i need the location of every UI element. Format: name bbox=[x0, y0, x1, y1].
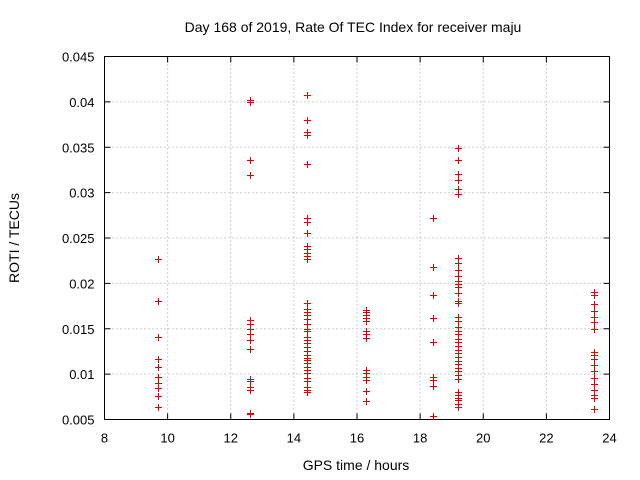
x-tick-label: 10 bbox=[160, 431, 174, 446]
data-point bbox=[591, 301, 598, 308]
y-tick-label: 0.025 bbox=[62, 231, 95, 246]
data-point bbox=[455, 284, 462, 291]
data-point bbox=[155, 256, 162, 263]
data-point bbox=[155, 364, 162, 371]
data-point bbox=[247, 411, 254, 418]
x-tick-label: 16 bbox=[350, 431, 364, 446]
data-point bbox=[430, 413, 437, 420]
data-point bbox=[430, 383, 437, 390]
data-point bbox=[363, 318, 370, 325]
data-point bbox=[430, 264, 437, 271]
data-point bbox=[363, 377, 370, 384]
x-tick-label: 14 bbox=[287, 431, 301, 446]
data-point bbox=[591, 375, 598, 382]
data-point bbox=[304, 132, 311, 139]
data-point bbox=[155, 385, 162, 392]
data-point bbox=[591, 292, 598, 299]
data-point bbox=[304, 378, 311, 385]
data-point bbox=[430, 339, 437, 346]
data-point bbox=[304, 117, 311, 124]
data-point bbox=[304, 389, 311, 396]
data-point bbox=[304, 256, 311, 263]
data-point bbox=[304, 230, 311, 237]
x-tick-label: 24 bbox=[602, 431, 616, 446]
data-point bbox=[155, 404, 162, 411]
axis-ticks bbox=[104, 56, 610, 420]
y-axis-title: ROTI / TECUs bbox=[6, 193, 22, 283]
data-point bbox=[591, 406, 598, 413]
data-point bbox=[455, 404, 462, 411]
data-point bbox=[455, 260, 462, 267]
data-points bbox=[155, 92, 598, 420]
data-point bbox=[455, 318, 462, 325]
data-point bbox=[247, 172, 254, 179]
data-point bbox=[247, 337, 254, 344]
y-tick-label: 0.04 bbox=[69, 95, 94, 110]
data-point bbox=[304, 92, 311, 99]
chart-title: Day 168 of 2019, Rate Of TEC Index for r… bbox=[185, 19, 522, 35]
y-tick-label: 0.035 bbox=[62, 140, 95, 155]
data-point bbox=[430, 377, 437, 384]
data-point bbox=[363, 398, 370, 405]
data-point bbox=[591, 381, 598, 388]
data-point bbox=[591, 308, 598, 315]
data-point bbox=[247, 378, 254, 385]
data-point bbox=[304, 161, 311, 168]
x-tick-label: 22 bbox=[539, 431, 553, 446]
data-point bbox=[455, 177, 462, 184]
data-point bbox=[155, 374, 162, 381]
data-point bbox=[247, 331, 254, 338]
data-point bbox=[455, 376, 462, 383]
data-point bbox=[304, 300, 311, 307]
x-tick-label: 20 bbox=[476, 431, 490, 446]
data-point bbox=[591, 326, 598, 333]
x-tick-label: 8 bbox=[101, 431, 108, 446]
x-axis-title: GPS time / hours bbox=[303, 457, 410, 473]
data-point bbox=[455, 290, 462, 297]
data-point bbox=[455, 157, 462, 164]
x-tick-label: 18 bbox=[413, 431, 427, 446]
data-point bbox=[591, 356, 598, 363]
x-axis-tick-labels: 8 10 12 14 16 18 20 22 24 bbox=[101, 431, 617, 446]
data-point bbox=[430, 315, 437, 322]
data-point bbox=[304, 219, 311, 226]
data-point bbox=[591, 368, 598, 375]
grid bbox=[104, 56, 610, 420]
y-tick-label: 0.03 bbox=[69, 186, 94, 201]
data-point bbox=[455, 171, 462, 178]
data-point bbox=[247, 99, 254, 106]
y-tick-label: 0.02 bbox=[69, 276, 94, 291]
y-tick-label: 0.005 bbox=[62, 413, 95, 428]
data-point bbox=[363, 388, 370, 395]
data-point bbox=[247, 387, 254, 394]
data-point bbox=[155, 393, 162, 400]
y-tick-label: 0.015 bbox=[62, 322, 95, 337]
data-point bbox=[304, 328, 311, 335]
data-point bbox=[155, 356, 162, 363]
data-point bbox=[430, 215, 437, 222]
x-tick-label: 12 bbox=[224, 431, 238, 446]
data-point bbox=[591, 319, 598, 326]
data-point bbox=[455, 145, 462, 152]
data-point bbox=[155, 334, 162, 341]
data-point bbox=[455, 300, 462, 307]
data-point bbox=[155, 298, 162, 305]
y-axis-tick-labels: 0.005 0.01 0.015 0.02 0.025 0.03 0.035 0.04 0.04… bbox=[62, 50, 95, 428]
data-point bbox=[455, 267, 462, 274]
data-point bbox=[247, 157, 254, 164]
data-point bbox=[591, 395, 598, 402]
y-tick-label: 0.045 bbox=[62, 50, 95, 65]
y-tick-label: 0.01 bbox=[69, 367, 94, 382]
data-point bbox=[591, 362, 598, 369]
data-point bbox=[363, 335, 370, 342]
data-point bbox=[247, 346, 254, 353]
data-point bbox=[455, 191, 462, 198]
data-point bbox=[430, 292, 437, 299]
